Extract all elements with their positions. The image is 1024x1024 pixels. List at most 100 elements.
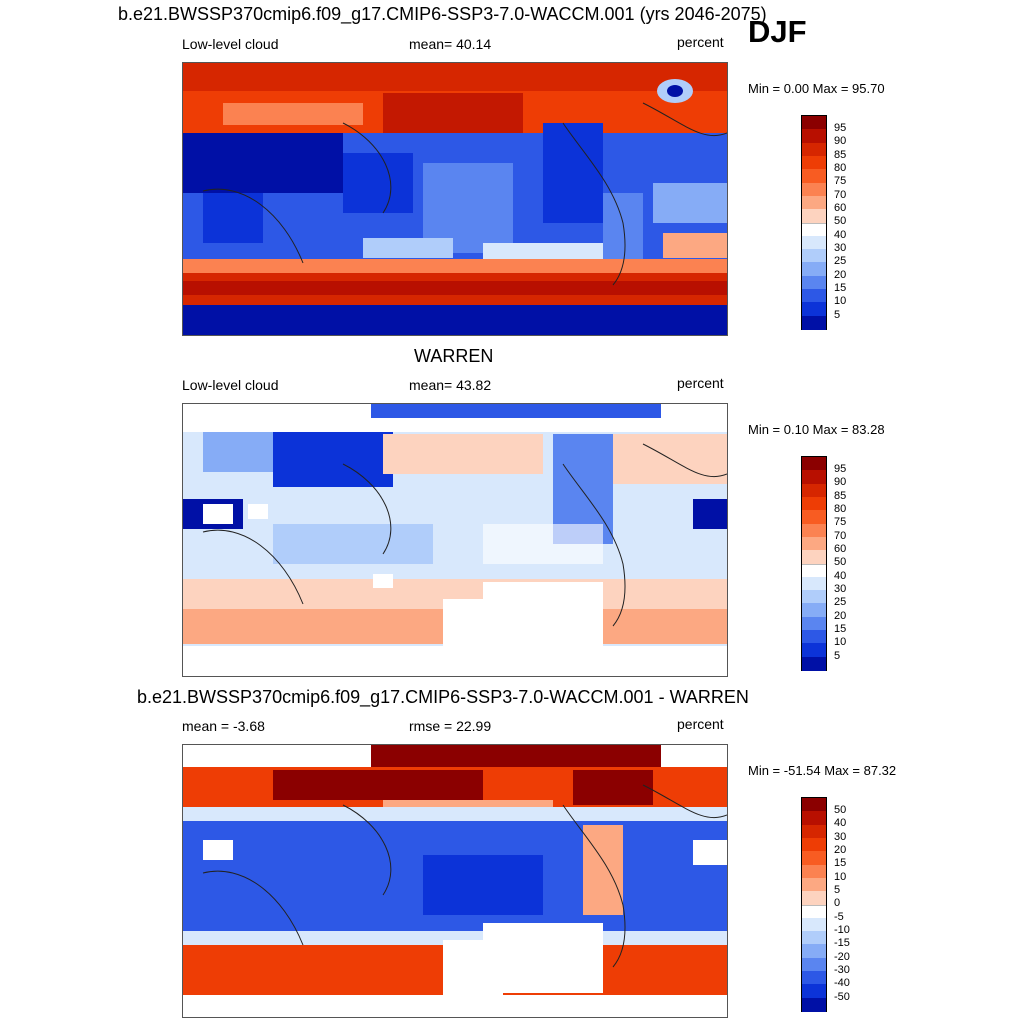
panel-3-units-label: percent — [677, 716, 724, 732]
colorbar-tick-label: 15 — [834, 282, 847, 294]
colorbar-tick-label: 5 — [834, 309, 841, 321]
colorbar-tick-label: 70 — [834, 189, 847, 201]
colorbar-tick-label: 5 — [834, 650, 841, 662]
colorbar-tick-label: 0 — [834, 897, 841, 909]
panel-1-title: b.e21.BWSSP370cmip6.f09_g17.CMIP6-SSP3-7… — [118, 4, 767, 24]
colorbar-tick-label: 15 — [834, 857, 847, 869]
colorbar-tick-label: -10 — [834, 924, 850, 936]
colorbar-segment — [802, 957, 826, 972]
panel-1-variable-label: Low-level cloud — [182, 36, 279, 52]
colorbar-segment — [802, 643, 826, 658]
colorbar-segment — [802, 616, 826, 631]
colorbar-tick-label: 75 — [834, 175, 847, 187]
colorbar-segment — [802, 169, 826, 184]
colorbar-tick-label: 30 — [834, 583, 847, 595]
colorbar-segment — [802, 798, 826, 812]
colorbar-tick-label: 50 — [834, 215, 847, 227]
colorbar-segment — [802, 275, 826, 290]
colorbar-tick-label: 85 — [834, 149, 847, 161]
colorbar-segment — [802, 904, 826, 920]
colorbar-tick-label: -15 — [834, 937, 850, 949]
colorbar-tick-label: 20 — [834, 269, 847, 281]
colorbar-segment — [802, 142, 826, 157]
colorbar-segment — [802, 824, 826, 839]
colorbar-segment — [802, 811, 826, 826]
colorbar-segment — [802, 944, 826, 959]
panel-1-colorbar-labels: 95 90 85 80 75 70 60 50 40 30 25 20 15 1… — [834, 115, 894, 328]
colorbar-segment — [802, 550, 826, 564]
panel-3-colorbar — [801, 797, 827, 1012]
panel-2-colorbar — [801, 456, 827, 671]
colorbar-tick-label: 40 — [834, 229, 847, 241]
colorbar-segment — [802, 917, 826, 932]
colorbar-tick-label: 90 — [834, 135, 847, 147]
colorbar-segment — [802, 877, 826, 892]
panel-2-variable-label: Low-level cloud — [182, 377, 279, 393]
colorbar-segment — [802, 195, 826, 210]
colorbar-segment — [802, 510, 826, 525]
colorbar-segment — [802, 483, 826, 498]
colorbar-tick-label: -5 — [834, 911, 844, 923]
colorbar-segment — [802, 931, 826, 945]
panel-3-colorbar-labels: 50 40 30 20 15 10 5 0 -5 -10 -15 -20 -30… — [834, 797, 894, 1010]
panel-2-colorbar-labels: 95 90 85 80 75 70 60 50 40 30 25 20 15 1… — [834, 456, 894, 669]
colorbar-tick-label: 80 — [834, 503, 847, 515]
panel-1-map — [182, 62, 728, 336]
colorbar-tick-label: 95 — [834, 463, 847, 475]
colorbar-tick-label: 30 — [834, 831, 847, 843]
colorbar-tick-label: 75 — [834, 516, 847, 528]
colorbar-segment — [802, 129, 826, 144]
season-label: DJF — [748, 14, 807, 49]
colorbar-segment — [802, 249, 826, 263]
colorbar-tick-label: 40 — [834, 817, 847, 829]
colorbar-segment — [802, 864, 826, 879]
colorbar-segment — [802, 536, 826, 551]
colorbar-tick-label: 20 — [834, 610, 847, 622]
colorbar-segment — [802, 222, 826, 238]
colorbar-segment — [802, 971, 826, 985]
colorbar-segment — [802, 523, 826, 538]
panel-3-map — [182, 744, 728, 1018]
colorbar-segment — [802, 302, 826, 317]
colorbar-segment — [802, 209, 826, 223]
colorbar-tick-label: 60 — [834, 202, 847, 214]
colorbar-segment — [802, 984, 826, 999]
colorbar-tick-label: 10 — [834, 636, 847, 648]
panel-2-mean-label: mean= 43.82 — [409, 377, 492, 393]
colorbar-segment — [802, 851, 826, 866]
colorbar-tick-label: 85 — [834, 490, 847, 502]
panel-3-mean-label: mean = -3.68 — [182, 718, 265, 734]
colorbar-segment — [802, 315, 826, 330]
colorbar-segment — [802, 155, 826, 170]
colorbar-tick-label: 10 — [834, 295, 847, 307]
colorbar-tick-label: 80 — [834, 162, 847, 174]
colorbar-tick-label: 60 — [834, 543, 847, 555]
panel-1-colorbar — [801, 115, 827, 330]
colorbar-segment — [802, 496, 826, 511]
colorbar-segment — [802, 116, 826, 130]
colorbar-segment — [802, 837, 826, 852]
colorbar-tick-label: -20 — [834, 951, 850, 963]
colorbar-tick-label: 20 — [834, 844, 847, 856]
colorbar-segment — [802, 182, 826, 197]
colorbar-segment — [802, 262, 826, 277]
colorbar-tick-label: 25 — [834, 255, 847, 267]
colorbar-segment — [802, 656, 826, 671]
colorbar-segment — [802, 457, 826, 471]
colorbar-segment — [802, 235, 826, 250]
colorbar-tick-label: 90 — [834, 476, 847, 488]
panel-2-title: WARREN — [414, 346, 494, 366]
colorbar-tick-label: -50 — [834, 991, 850, 1003]
panel-3-title: b.e21.BWSSP370cmip6.f09_g17.CMIP6-SSP3-7… — [137, 687, 749, 707]
colorbar-segment — [802, 603, 826, 618]
colorbar-segment — [802, 997, 826, 1012]
colorbar-tick-label: 50 — [834, 556, 847, 568]
colorbar-segment — [802, 289, 826, 303]
panel-2-units-label: percent — [677, 375, 724, 391]
colorbar-tick-label: 40 — [834, 570, 847, 582]
panel-3-minmax: Min = -51.54 Max = 87.32 — [748, 763, 897, 778]
panel-2-map — [182, 403, 728, 677]
panel-1-units-label: percent — [677, 34, 724, 50]
panel-3-rmse-label: rmse = 22.99 — [409, 718, 492, 734]
panel-1-mean-label: mean= 40.14 — [409, 36, 492, 52]
